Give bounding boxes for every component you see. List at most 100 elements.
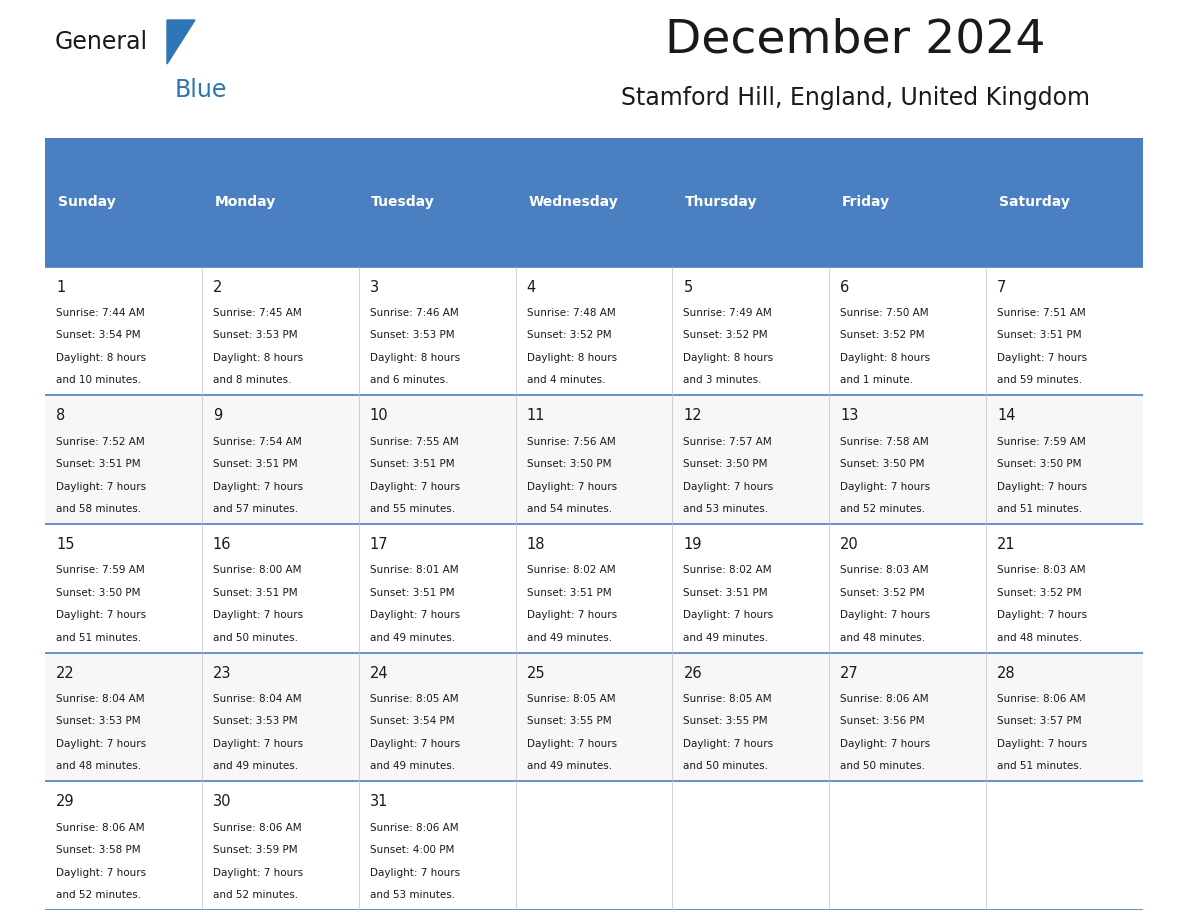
Text: 25: 25 xyxy=(526,666,545,680)
Text: 13: 13 xyxy=(840,409,859,423)
Text: Sunset: 3:53 PM: Sunset: 3:53 PM xyxy=(213,330,297,341)
Text: Sunset: 3:52 PM: Sunset: 3:52 PM xyxy=(526,330,611,341)
Text: 17: 17 xyxy=(369,537,388,552)
Text: Sunset: 3:50 PM: Sunset: 3:50 PM xyxy=(683,459,767,469)
Text: Sunrise: 8:00 AM: Sunrise: 8:00 AM xyxy=(213,565,302,576)
Text: Sunrise: 8:04 AM: Sunrise: 8:04 AM xyxy=(56,694,145,704)
Bar xyxy=(45,524,1143,653)
Text: 16: 16 xyxy=(213,537,232,552)
Text: Daylight: 7 hours: Daylight: 7 hours xyxy=(213,739,303,749)
Text: Sunset: 3:53 PM: Sunset: 3:53 PM xyxy=(213,716,297,726)
Text: and 50 minutes.: and 50 minutes. xyxy=(840,761,925,771)
Text: and 49 minutes.: and 49 minutes. xyxy=(369,633,455,643)
Text: Sunset: 3:51 PM: Sunset: 3:51 PM xyxy=(526,588,611,598)
Text: Sunrise: 8:06 AM: Sunrise: 8:06 AM xyxy=(56,823,145,833)
Text: and 59 minutes.: and 59 minutes. xyxy=(997,375,1082,386)
Text: Daylight: 7 hours: Daylight: 7 hours xyxy=(526,482,617,491)
Text: Daylight: 7 hours: Daylight: 7 hours xyxy=(840,610,930,621)
Text: Sunrise: 7:55 AM: Sunrise: 7:55 AM xyxy=(369,436,459,446)
Text: Sunset: 3:54 PM: Sunset: 3:54 PM xyxy=(369,716,454,726)
Text: Thursday: Thursday xyxy=(685,196,758,209)
Text: Daylight: 7 hours: Daylight: 7 hours xyxy=(683,610,773,621)
Text: Daylight: 8 hours: Daylight: 8 hours xyxy=(840,353,930,363)
Text: Sunrise: 7:44 AM: Sunrise: 7:44 AM xyxy=(56,308,145,318)
Text: and 52 minutes.: and 52 minutes. xyxy=(56,890,141,900)
Text: and 57 minutes.: and 57 minutes. xyxy=(213,504,298,514)
Text: and 54 minutes.: and 54 minutes. xyxy=(526,504,612,514)
Text: Sunset: 3:59 PM: Sunset: 3:59 PM xyxy=(213,845,297,855)
Text: 7: 7 xyxy=(997,280,1006,295)
Text: Daylight: 8 hours: Daylight: 8 hours xyxy=(213,353,303,363)
Text: 21: 21 xyxy=(997,537,1016,552)
Text: 19: 19 xyxy=(683,537,702,552)
Text: and 53 minutes.: and 53 minutes. xyxy=(683,504,769,514)
Text: Sunrise: 7:50 AM: Sunrise: 7:50 AM xyxy=(840,308,929,318)
Text: Stamford Hill, England, United Kingdom: Stamford Hill, England, United Kingdom xyxy=(621,86,1089,110)
Text: Sunset: 3:52 PM: Sunset: 3:52 PM xyxy=(997,588,1082,598)
Text: Sunset: 3:52 PM: Sunset: 3:52 PM xyxy=(683,330,767,341)
Text: 11: 11 xyxy=(526,409,545,423)
Text: Sunset: 3:58 PM: Sunset: 3:58 PM xyxy=(56,845,140,855)
Text: Daylight: 7 hours: Daylight: 7 hours xyxy=(213,482,303,491)
Text: 5: 5 xyxy=(683,280,693,295)
Text: Sunset: 3:52 PM: Sunset: 3:52 PM xyxy=(840,588,925,598)
Text: Sunrise: 7:49 AM: Sunrise: 7:49 AM xyxy=(683,308,772,318)
Text: Sunrise: 8:05 AM: Sunrise: 8:05 AM xyxy=(526,694,615,704)
Text: Daylight: 7 hours: Daylight: 7 hours xyxy=(526,739,617,749)
Text: Sunset: 3:57 PM: Sunset: 3:57 PM xyxy=(997,716,1082,726)
Text: Sunrise: 8:03 AM: Sunrise: 8:03 AM xyxy=(840,565,929,576)
Text: General: General xyxy=(55,30,148,54)
Text: 26: 26 xyxy=(683,666,702,680)
Text: Sunset: 3:53 PM: Sunset: 3:53 PM xyxy=(56,716,140,726)
Text: Sunday: Sunday xyxy=(57,196,115,209)
Text: 28: 28 xyxy=(997,666,1016,680)
Text: 15: 15 xyxy=(56,537,75,552)
Text: Wednesday: Wednesday xyxy=(529,196,618,209)
Text: and 55 minutes.: and 55 minutes. xyxy=(369,504,455,514)
Text: Daylight: 8 hours: Daylight: 8 hours xyxy=(526,353,617,363)
Text: Sunset: 4:00 PM: Sunset: 4:00 PM xyxy=(369,845,454,855)
Text: Daylight: 7 hours: Daylight: 7 hours xyxy=(213,868,303,878)
Text: Daylight: 7 hours: Daylight: 7 hours xyxy=(56,868,146,878)
Text: Sunset: 3:51 PM: Sunset: 3:51 PM xyxy=(683,588,767,598)
Text: Sunset: 3:51 PM: Sunset: 3:51 PM xyxy=(369,588,454,598)
Text: and 52 minutes.: and 52 minutes. xyxy=(213,890,298,900)
Text: Daylight: 7 hours: Daylight: 7 hours xyxy=(56,610,146,621)
Text: 8: 8 xyxy=(56,409,65,423)
Text: 14: 14 xyxy=(997,409,1016,423)
Text: and 49 minutes.: and 49 minutes. xyxy=(526,761,612,771)
Text: and 6 minutes.: and 6 minutes. xyxy=(369,375,448,386)
Text: 2: 2 xyxy=(213,280,222,295)
Text: Daylight: 7 hours: Daylight: 7 hours xyxy=(997,610,1087,621)
Text: Daylight: 8 hours: Daylight: 8 hours xyxy=(56,353,146,363)
Bar xyxy=(45,266,1143,396)
Text: and 49 minutes.: and 49 minutes. xyxy=(683,633,769,643)
Text: Sunrise: 7:56 AM: Sunrise: 7:56 AM xyxy=(526,436,615,446)
Text: 20: 20 xyxy=(840,537,859,552)
Bar xyxy=(829,138,986,266)
Text: Saturday: Saturday xyxy=(999,196,1069,209)
Text: Sunrise: 7:59 AM: Sunrise: 7:59 AM xyxy=(997,436,1086,446)
Text: Sunset: 3:51 PM: Sunset: 3:51 PM xyxy=(213,459,297,469)
Text: 10: 10 xyxy=(369,409,388,423)
Text: and 48 minutes.: and 48 minutes. xyxy=(840,633,925,643)
Bar xyxy=(45,781,1143,910)
Text: and 48 minutes.: and 48 minutes. xyxy=(56,761,141,771)
Text: Daylight: 8 hours: Daylight: 8 hours xyxy=(369,353,460,363)
Text: Tuesday: Tuesday xyxy=(372,196,435,209)
Text: and 4 minutes.: and 4 minutes. xyxy=(526,375,605,386)
Text: Sunset: 3:50 PM: Sunset: 3:50 PM xyxy=(56,588,140,598)
Text: Daylight: 7 hours: Daylight: 7 hours xyxy=(840,739,930,749)
Text: and 51 minutes.: and 51 minutes. xyxy=(56,633,141,643)
Text: December 2024: December 2024 xyxy=(665,17,1045,62)
Text: 22: 22 xyxy=(56,666,75,680)
Bar xyxy=(986,138,1143,266)
Text: Sunrise: 7:59 AM: Sunrise: 7:59 AM xyxy=(56,565,145,576)
Text: Daylight: 7 hours: Daylight: 7 hours xyxy=(369,610,460,621)
Text: Daylight: 7 hours: Daylight: 7 hours xyxy=(369,868,460,878)
Text: Daylight: 8 hours: Daylight: 8 hours xyxy=(683,353,773,363)
Text: and 58 minutes.: and 58 minutes. xyxy=(56,504,141,514)
Text: Sunrise: 8:05 AM: Sunrise: 8:05 AM xyxy=(683,694,772,704)
Text: and 51 minutes.: and 51 minutes. xyxy=(997,504,1082,514)
Text: and 52 minutes.: and 52 minutes. xyxy=(840,504,925,514)
